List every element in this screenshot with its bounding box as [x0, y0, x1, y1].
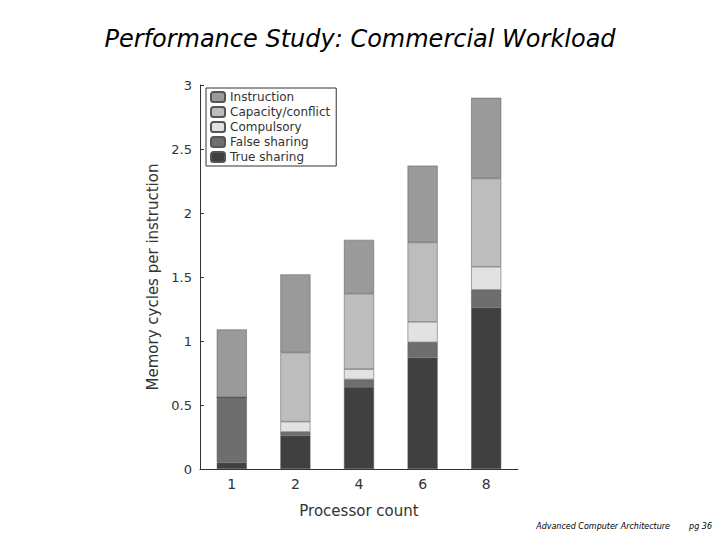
- svg-text:0.5: 0.5: [171, 398, 192, 413]
- svg-text:0: 0: [184, 462, 192, 477]
- svg-text:Instruction: Instruction: [230, 90, 294, 104]
- svg-text:True sharing: True sharing: [229, 150, 304, 164]
- svg-text:1: 1: [227, 476, 236, 492]
- svg-text:pg 36: pg 36: [688, 522, 712, 531]
- svg-text:False sharing: False sharing: [230, 135, 309, 149]
- svg-text:1: 1: [184, 334, 192, 349]
- svg-text:Capacity/conflict: Capacity/conflict: [230, 105, 331, 119]
- svg-text:3: 3: [184, 78, 192, 93]
- svg-text:2: 2: [291, 476, 300, 492]
- svg-text:2: 2: [184, 206, 192, 221]
- svg-text:8: 8: [482, 476, 491, 492]
- svg-text:2.5: 2.5: [171, 142, 192, 157]
- svg-text:Compulsory: Compulsory: [230, 120, 302, 134]
- svg-text:1.5: 1.5: [171, 270, 192, 285]
- svg-text:Processor count: Processor count: [299, 502, 418, 520]
- svg-text:Advanced Computer Architecture: Advanced Computer Architecture: [535, 522, 670, 531]
- svg-text:Memory cycles per instruction: Memory cycles per instruction: [144, 164, 162, 391]
- svg-text:Performance Study: Commercial: Performance Study: Commercial Workload: [104, 25, 616, 53]
- svg-text:4: 4: [355, 476, 364, 492]
- svg-text:6: 6: [418, 476, 427, 492]
